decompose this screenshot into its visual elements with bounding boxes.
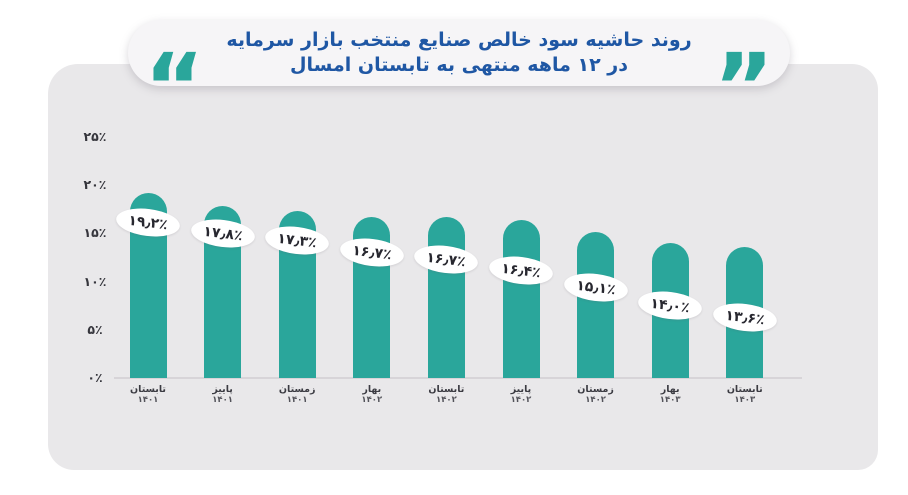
x-label-year: ۱۴۰۲ xyxy=(361,395,383,405)
x-label-season: بهار xyxy=(660,384,680,395)
x-label-year: ۱۴۰۳ xyxy=(734,395,756,405)
x-axis-label: تابستان ۱۴۰۱ xyxy=(110,384,186,406)
x-label-year: ۱۴۰۳ xyxy=(659,395,681,405)
x-label-year: ۱۴۰۲ xyxy=(436,395,457,405)
x-label-year: ۱۴۰۱ xyxy=(286,395,308,405)
bar xyxy=(502,219,540,378)
x-label-season: پاییز xyxy=(212,384,233,395)
x-label-year: ۱۴۰۲ xyxy=(510,395,532,405)
title-line-2: در ۱۲ ماهه منتهی به تابستان امسال xyxy=(290,54,628,76)
y-axis-tick-label: ۱۰٪ xyxy=(83,273,107,289)
x-axis-label: بهار ۱۴۰۲ xyxy=(334,384,410,406)
bar xyxy=(577,232,615,378)
y-axis-tick-label: ۲۰٪ xyxy=(83,177,107,193)
bar xyxy=(427,217,465,378)
x-axis-label: بهار ۱۴۰۳ xyxy=(632,384,708,406)
x-label-season: تابستان xyxy=(428,384,465,395)
y-axis-tick-label: ۲۵٪ xyxy=(83,129,107,144)
x-label-season: زمستان xyxy=(577,384,614,395)
x-axis-label: پاییز ۱۴۰۱ xyxy=(185,384,261,406)
x-label-season: بهار xyxy=(362,384,382,395)
x-label-year: ۱۴۰۱ xyxy=(212,395,233,405)
x-axis-label: زمستان ۱۴۰۲ xyxy=(558,384,634,406)
x-axis-label: زمستان ۱۴۰۱ xyxy=(259,384,335,406)
title-line-1: روند حاشیه سود خالص صنایع منتخب بازار سر… xyxy=(226,29,692,51)
x-label-season: تابستان xyxy=(726,384,763,395)
y-axis-tick-label: ۵٪ xyxy=(87,321,103,337)
x-axis-label: تابستان ۱۴۰۳ xyxy=(707,384,783,406)
x-label-season: زمستان xyxy=(278,384,316,395)
x-label-year: ۱۴۰۲ xyxy=(585,395,606,405)
x-label-season: تابستان xyxy=(130,384,166,395)
chart-title: روند حاشیه سود خالص صنایع منتخب بازار سر… xyxy=(146,28,771,78)
x-axis-label: تابستان ۱۴۰۲ xyxy=(408,384,484,406)
x-axis-line xyxy=(114,377,802,379)
y-axis-tick-label: ۰٪ xyxy=(87,370,103,385)
x-axis-label: پاییز ۱۴۰۲ xyxy=(483,384,559,406)
x-label-year: ۱۴۰۱ xyxy=(137,395,159,405)
title-banner: “ روند حاشیه سود خالص صنایع منتخب بازار … xyxy=(128,20,790,134)
x-label-season: پاییز xyxy=(510,384,532,395)
y-axis-tick-label: ۱۵٪ xyxy=(83,225,107,241)
